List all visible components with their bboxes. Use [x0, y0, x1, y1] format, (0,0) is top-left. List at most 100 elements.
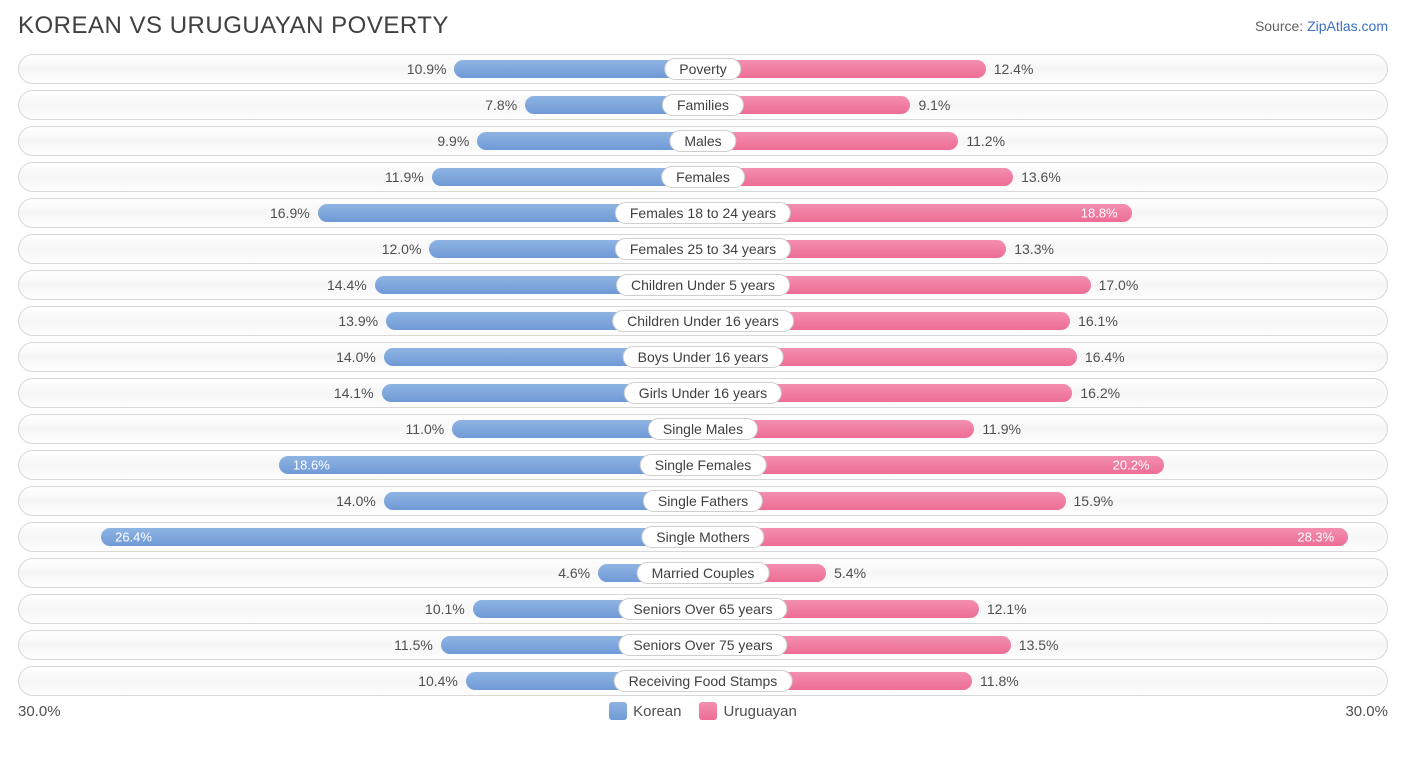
value-right: 13.6% — [1013, 169, 1069, 185]
category-label: Females 18 to 24 years — [615, 202, 791, 224]
category-label: Seniors Over 75 years — [618, 634, 787, 656]
row-left-half: 11.9% — [19, 163, 703, 191]
row-left-half: 26.4% — [19, 523, 703, 551]
row-left-half: 13.9% — [19, 307, 703, 335]
chart-row: 7.8%9.1%Families — [18, 90, 1388, 120]
category-label: Children Under 5 years — [616, 274, 790, 296]
row-right-half: 11.9% — [703, 415, 1387, 443]
category-label: Married Couples — [637, 562, 770, 584]
row-left-half: 14.0% — [19, 343, 703, 371]
category-label: Receiving Food Stamps — [614, 670, 793, 692]
legend-label-right: Uruguayan — [723, 703, 796, 720]
chart-source: Source: ZipAtlas.com — [1255, 18, 1388, 34]
chart-header: KOREAN VS URUGUAYAN POVERTY Source: ZipA… — [18, 12, 1388, 40]
value-left: 12.0% — [374, 241, 430, 257]
bar-right: 28.3% — [703, 528, 1348, 546]
category-label: Females — [661, 166, 745, 188]
bar-right — [703, 168, 1013, 186]
bar-right — [703, 132, 958, 150]
legend-item-right: Uruguayan — [699, 702, 796, 720]
row-left-half: 11.0% — [19, 415, 703, 443]
axis-left-max: 30.0% — [18, 703, 61, 720]
value-right: 5.4% — [826, 565, 874, 581]
row-left-half: 14.1% — [19, 379, 703, 407]
legend: Korean Uruguayan — [609, 702, 797, 720]
category-label: Poverty — [664, 58, 741, 80]
row-right-half: 11.2% — [703, 127, 1387, 155]
row-right-half: 20.2% — [703, 451, 1387, 479]
value-left: 11.5% — [386, 637, 441, 653]
value-right: 12.4% — [986, 61, 1042, 77]
value-right: 11.8% — [972, 673, 1027, 689]
row-right-half: 17.0% — [703, 271, 1387, 299]
value-left: 16.9% — [262, 205, 318, 221]
chart-row: 14.1% 16.2% Girls Under 16 years — [18, 378, 1388, 408]
value-right: 13.3% — [1006, 241, 1062, 257]
row-left-half: 14.0% — [19, 487, 703, 515]
row-right-half: 28.3% — [703, 523, 1387, 551]
bar-right — [703, 60, 986, 78]
value-left: 26.4% — [107, 530, 160, 545]
row-right-half: 18.8% — [703, 199, 1387, 227]
legend-swatch-left — [609, 702, 627, 720]
value-left: 10.4% — [410, 673, 466, 689]
value-right: 15.9% — [1066, 493, 1122, 509]
bar-left: 26.4% — [101, 528, 703, 546]
row-left-half: 11.5% — [19, 631, 703, 659]
value-left: 13.9% — [330, 313, 386, 329]
legend-item-left: Korean — [609, 702, 681, 720]
value-right: 17.0% — [1091, 277, 1147, 293]
value-right: 13.5% — [1011, 637, 1067, 653]
chart-title: KOREAN VS URUGUAYAN POVERTY — [18, 12, 449, 40]
axis-right-max: 30.0% — [1345, 703, 1388, 720]
category-label: Single Fathers — [643, 490, 763, 512]
row-right-half: 16.4% — [703, 343, 1387, 371]
row-left-half: 7.8% — [19, 91, 703, 119]
row-left-half: 14.4% — [19, 271, 703, 299]
value-right: 28.3% — [1289, 530, 1342, 545]
category-label: Females 25 to 34 years — [615, 238, 791, 260]
chart-row: 14.4% 17.0% Children Under 5 years — [18, 270, 1388, 300]
value-right: 12.1% — [979, 601, 1035, 617]
chart-row: 16.9% 18.8%Females 18 to 24 years — [18, 198, 1388, 228]
category-label: Girls Under 16 years — [624, 382, 782, 404]
chart-row: 9.9%11.2%Males — [18, 126, 1388, 156]
value-right: 11.2% — [958, 133, 1013, 149]
chart-row: 18.6%20.2%Single Females — [18, 450, 1388, 480]
chart-row: 10.9% 12.4% Poverty — [18, 54, 1388, 84]
row-right-half: 16.1% — [703, 307, 1387, 335]
source-prefix: Source: — [1255, 18, 1307, 34]
row-left-half: 9.9% — [19, 127, 703, 155]
legend-label-left: Korean — [633, 703, 681, 720]
category-label: Single Males — [648, 418, 758, 440]
row-left-half: 10.1% — [19, 595, 703, 623]
chart-row: 4.6% 5.4% Married Couples — [18, 558, 1388, 588]
value-right: 16.2% — [1072, 385, 1128, 401]
row-right-half: 12.1% — [703, 595, 1387, 623]
value-left: 14.0% — [328, 349, 384, 365]
chart-row: 11.5% 13.5% Seniors Over 75 years — [18, 630, 1388, 660]
value-left: 14.4% — [319, 277, 375, 293]
chart-row: 10.4% 11.8% Receiving Food Stamps — [18, 666, 1388, 696]
category-label: Boys Under 16 years — [623, 346, 784, 368]
row-right-half: 13.6% — [703, 163, 1387, 191]
chart-row: 12.0% 13.3% Females 25 to 34 years — [18, 234, 1388, 264]
row-right-half: 12.4% — [703, 55, 1387, 83]
source-link[interactable]: ZipAtlas.com — [1307, 18, 1388, 34]
value-left: 4.6% — [550, 565, 598, 581]
row-right-half: 5.4% — [703, 559, 1387, 587]
diverging-bar-chart: 10.9% 12.4% Poverty 7.8%9.1%Families 9.9% 11.… — [18, 54, 1388, 696]
category-label: Children Under 16 years — [612, 310, 794, 332]
row-right-half: 16.2% — [703, 379, 1387, 407]
chart-row: 26.4%28.3%Single Mothers — [18, 522, 1388, 552]
chart-row: 14.0% 16.4%Boys Under 16 years — [18, 342, 1388, 372]
value-left: 14.0% — [328, 493, 384, 509]
category-label: Families — [662, 94, 744, 116]
row-left-half: 10.9% — [19, 55, 703, 83]
value-left: 7.8% — [477, 97, 525, 113]
value-left: 14.1% — [326, 385, 382, 401]
row-left-half: 12.0% — [19, 235, 703, 263]
value-left: 10.9% — [399, 61, 455, 77]
bar-right: 20.2% — [703, 456, 1164, 474]
row-left-half: 4.6% — [19, 559, 703, 587]
